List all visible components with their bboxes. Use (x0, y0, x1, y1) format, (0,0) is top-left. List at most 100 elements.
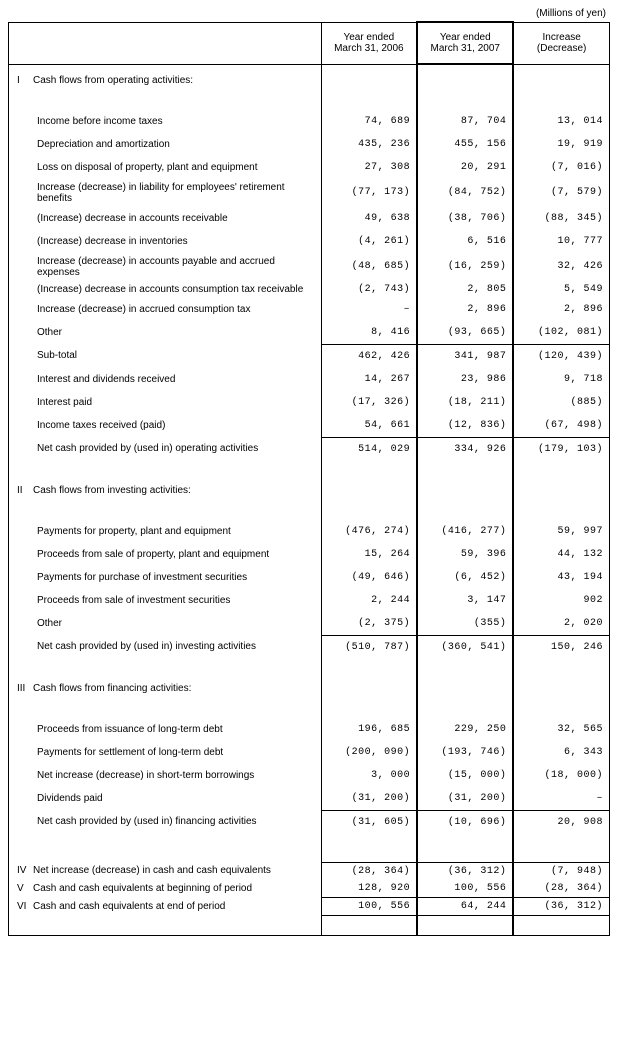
value-cell: – (321, 298, 417, 321)
row-label: Loss on disposal of property, plant and … (9, 156, 322, 179)
row-label: Payments for property, plant and equipme… (9, 520, 322, 543)
footer-row (9, 915, 610, 936)
value-cell: 27, 308 (321, 156, 417, 179)
value-cell: 20, 908 (513, 810, 609, 834)
value-cell: (31, 200) (321, 787, 417, 811)
row-label: IICash flows from investing activities: (9, 475, 322, 506)
row-label: IIICash flows from financing activities: (9, 673, 322, 704)
value-cell: (38, 706) (417, 207, 513, 230)
data-row: Increase (decrease) in liability for emp… (9, 179, 610, 207)
row-label: Sub-total (9, 344, 322, 368)
value-cell: 14, 267 (321, 368, 417, 391)
value-cell: 2, 896 (417, 298, 513, 321)
value-cell: 2, 896 (513, 298, 609, 321)
value-cell: 19, 919 (513, 133, 609, 156)
row-label: Proceeds from issuance of long-term debt (9, 718, 322, 741)
value-cell: 44, 132 (513, 543, 609, 566)
row-label: IVNet increase (decrease) in cash and ca… (9, 862, 322, 880)
value-cell: (179, 103) (513, 437, 609, 461)
value-cell: 49, 638 (321, 207, 417, 230)
value-cell: (885) (513, 391, 609, 414)
value-cell (417, 673, 513, 704)
value-cell: (17, 326) (321, 391, 417, 414)
spacer-row (9, 704, 610, 718)
section-header: IIICash flows from financing activities: (9, 673, 610, 704)
value-cell: 54, 661 (321, 414, 417, 438)
row-label: Proceeds from sale of investment securit… (9, 589, 322, 612)
value-cell: (120, 439) (513, 344, 609, 368)
value-cell: (7, 579) (513, 179, 609, 207)
header-row: Year ended March 31, 2006 Year ended Mar… (9, 22, 610, 64)
value-cell: (416, 277) (417, 520, 513, 543)
value-cell: (36, 312) (417, 862, 513, 880)
spacer-row (9, 96, 610, 110)
value-cell (321, 475, 417, 506)
value-cell: (16, 259) (417, 253, 513, 281)
value-cell: 64, 244 (417, 897, 513, 915)
value-cell: 43, 194 (513, 566, 609, 589)
data-row: Other(2, 375)(355)2, 020 (9, 612, 610, 636)
value-cell: (88, 345) (513, 207, 609, 230)
row-label: Dividends paid (9, 787, 322, 811)
value-cell: 87, 704 (417, 110, 513, 133)
spacer-row (9, 461, 610, 475)
data-row: Proceeds from sale of property, plant an… (9, 543, 610, 566)
data-row: Net cash provided by (used in) investing… (9, 635, 610, 659)
row-label: Net increase (decrease) in short-term bo… (9, 764, 322, 787)
summary-row: VICash and cash equivalents at end of pe… (9, 897, 610, 915)
value-cell: (28, 364) (321, 862, 417, 880)
value-cell: (2, 743) (321, 281, 417, 298)
row-label: (Increase) decrease in accounts receivab… (9, 207, 322, 230)
value-cell: 8, 416 (321, 321, 417, 345)
value-cell: (15, 000) (417, 764, 513, 787)
value-cell: (200, 090) (321, 741, 417, 764)
row-label: Increase (decrease) in liability for emp… (9, 179, 322, 207)
value-cell: (355) (417, 612, 513, 636)
summary-row: VCash and cash equivalents at beginning … (9, 880, 610, 898)
data-row: Net cash provided by (used in) financing… (9, 810, 610, 834)
spacer-row (9, 506, 610, 520)
value-cell: 455, 156 (417, 133, 513, 156)
value-cell: (360, 541) (417, 635, 513, 659)
value-cell: 5, 549 (513, 281, 609, 298)
spacer-row (9, 834, 610, 848)
data-row: Depreciation and amortization435, 236455… (9, 133, 610, 156)
value-cell: 462, 426 (321, 344, 417, 368)
value-cell (321, 64, 417, 96)
value-cell: (48, 685) (321, 253, 417, 281)
row-label: Net cash provided by (used in) financing… (9, 810, 322, 834)
value-cell: 15, 264 (321, 543, 417, 566)
data-row: Payments for property, plant and equipme… (9, 520, 610, 543)
value-cell (417, 475, 513, 506)
value-cell: (6, 452) (417, 566, 513, 589)
value-cell: 23, 986 (417, 368, 513, 391)
data-row: Payments for settlement of long-term deb… (9, 741, 610, 764)
header-col1: Year ended March 31, 2006 (321, 22, 417, 64)
value-cell: (31, 605) (321, 810, 417, 834)
value-cell: 100, 556 (417, 880, 513, 898)
value-cell: (18, 000) (513, 764, 609, 787)
cashflow-table: Year ended March 31, 2006 Year ended Mar… (8, 21, 610, 936)
value-cell (513, 673, 609, 704)
value-cell: 902 (513, 589, 609, 612)
row-label: ICash flows from operating activities: (9, 64, 322, 96)
unit-label: (Millions of yen) (8, 8, 610, 19)
data-row: Net cash provided by (used in) operating… (9, 437, 610, 461)
value-cell: 13, 014 (513, 110, 609, 133)
value-cell: (36, 312) (513, 897, 609, 915)
value-cell: 435, 236 (321, 133, 417, 156)
row-label: VCash and cash equivalents at beginning … (9, 880, 322, 898)
spacer-row (9, 659, 610, 673)
data-row: Other8, 416(93, 665)(102, 081) (9, 321, 610, 345)
value-cell: 59, 997 (513, 520, 609, 543)
row-label: Net cash provided by (used in) operating… (9, 437, 322, 461)
data-row: Interest and dividends received14, 26723… (9, 368, 610, 391)
value-cell: 196, 685 (321, 718, 417, 741)
row-label: Income taxes received (paid) (9, 414, 322, 438)
data-row: Income taxes received (paid)54, 661(12, … (9, 414, 610, 438)
value-cell: (7, 016) (513, 156, 609, 179)
value-cell: (93, 665) (417, 321, 513, 345)
header-col3: Increase (Decrease) (513, 22, 609, 64)
value-cell: 10, 777 (513, 230, 609, 253)
data-row: Income before income taxes74, 68987, 704… (9, 110, 610, 133)
